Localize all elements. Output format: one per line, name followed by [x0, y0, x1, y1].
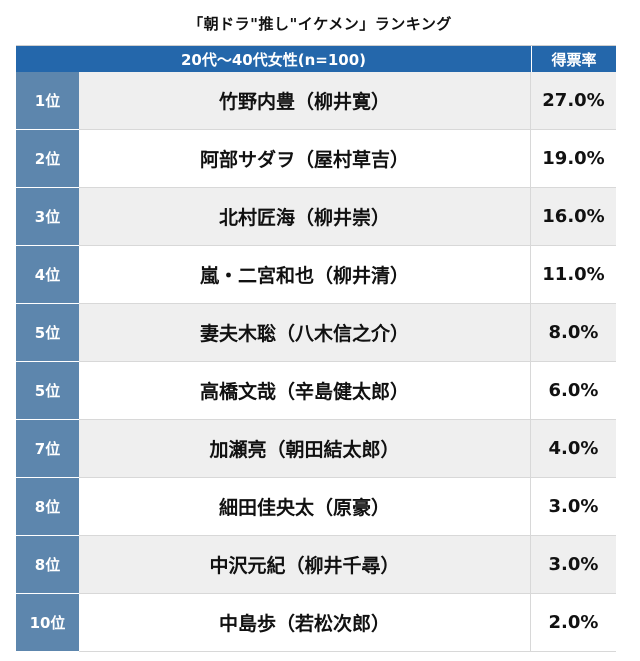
table-row: 3位 北村匠海（柳井崇） 16.0% — [16, 188, 616, 246]
rate-cell: 27.0% — [531, 72, 616, 129]
rate-cell: 16.0% — [531, 188, 616, 245]
name-cell: 中島歩（若松次郎） — [79, 594, 531, 651]
name-cell: 阿部サダヲ（屋村草吉） — [79, 130, 531, 187]
name-cell: 中沢元紀（柳井千尋） — [79, 536, 531, 593]
rate-cell: 11.0% — [531, 246, 616, 303]
header-rate-label: 得票率 — [532, 46, 616, 72]
rate-cell: 8.0% — [531, 304, 616, 361]
table-row: 5位 妻夫木聡（八木信之介） 8.0% — [16, 304, 616, 362]
rate-cell: 19.0% — [531, 130, 616, 187]
rate-cell: 3.0% — [531, 536, 616, 593]
rank-cell: 8位 — [16, 536, 79, 594]
name-cell: 細田佳央太（原豪） — [79, 478, 531, 535]
rate-cell: 4.0% — [531, 420, 616, 477]
table-row: 10位 中島歩（若松次郎） 2.0% — [16, 594, 616, 652]
rank-cell: 8位 — [16, 478, 79, 536]
name-cell: 嵐・二宮和也（柳井清） — [79, 246, 531, 303]
rate-cell: 6.0% — [531, 362, 616, 419]
rank-cell: 1位 — [16, 72, 79, 130]
name-cell: 竹野内豊（柳井寛） — [79, 72, 531, 129]
rank-cell: 4位 — [16, 246, 79, 304]
table-row: 5位 高橋文哉（辛島健太郎） 6.0% — [16, 362, 616, 420]
table-row: 8位 中沢元紀（柳井千尋） 3.0% — [16, 536, 616, 594]
name-cell: 高橋文哉（辛島健太郎） — [79, 362, 531, 419]
page-title: 「朝ドラ"推し"イケメン」ランキング — [188, 15, 452, 33]
rank-cell: 5位 — [16, 362, 79, 420]
name-cell: 妻夫木聡（八木信之介） — [79, 304, 531, 361]
table-row: 8位 細田佳央太（原豪） 3.0% — [16, 478, 616, 536]
rate-cell: 2.0% — [531, 594, 616, 651]
ranking-table: 20代〜40代女性(n=100) 得票率 1位 竹野内豊（柳井寛） 27.0% … — [16, 45, 616, 652]
table-header: 20代〜40代女性(n=100) 得票率 — [16, 46, 616, 72]
rank-cell: 10位 — [16, 594, 79, 652]
rank-cell: 3位 — [16, 188, 79, 246]
rank-cell: 5位 — [16, 304, 79, 362]
name-cell: 北村匠海（柳井崇） — [79, 188, 531, 245]
header-group-label: 20代〜40代女性(n=100) — [16, 46, 532, 72]
table-row: 1位 竹野内豊（柳井寛） 27.0% — [16, 72, 616, 130]
name-cell: 加瀬亮（朝田結太郎） — [79, 420, 531, 477]
table-row: 4位 嵐・二宮和也（柳井清） 11.0% — [16, 246, 616, 304]
rate-cell: 3.0% — [531, 478, 616, 535]
table-row: 7位 加瀬亮（朝田結太郎） 4.0% — [16, 420, 616, 478]
rank-cell: 7位 — [16, 420, 79, 478]
table-row: 2位 阿部サダヲ（屋村草吉） 19.0% — [16, 130, 616, 188]
rank-cell: 2位 — [16, 130, 79, 188]
